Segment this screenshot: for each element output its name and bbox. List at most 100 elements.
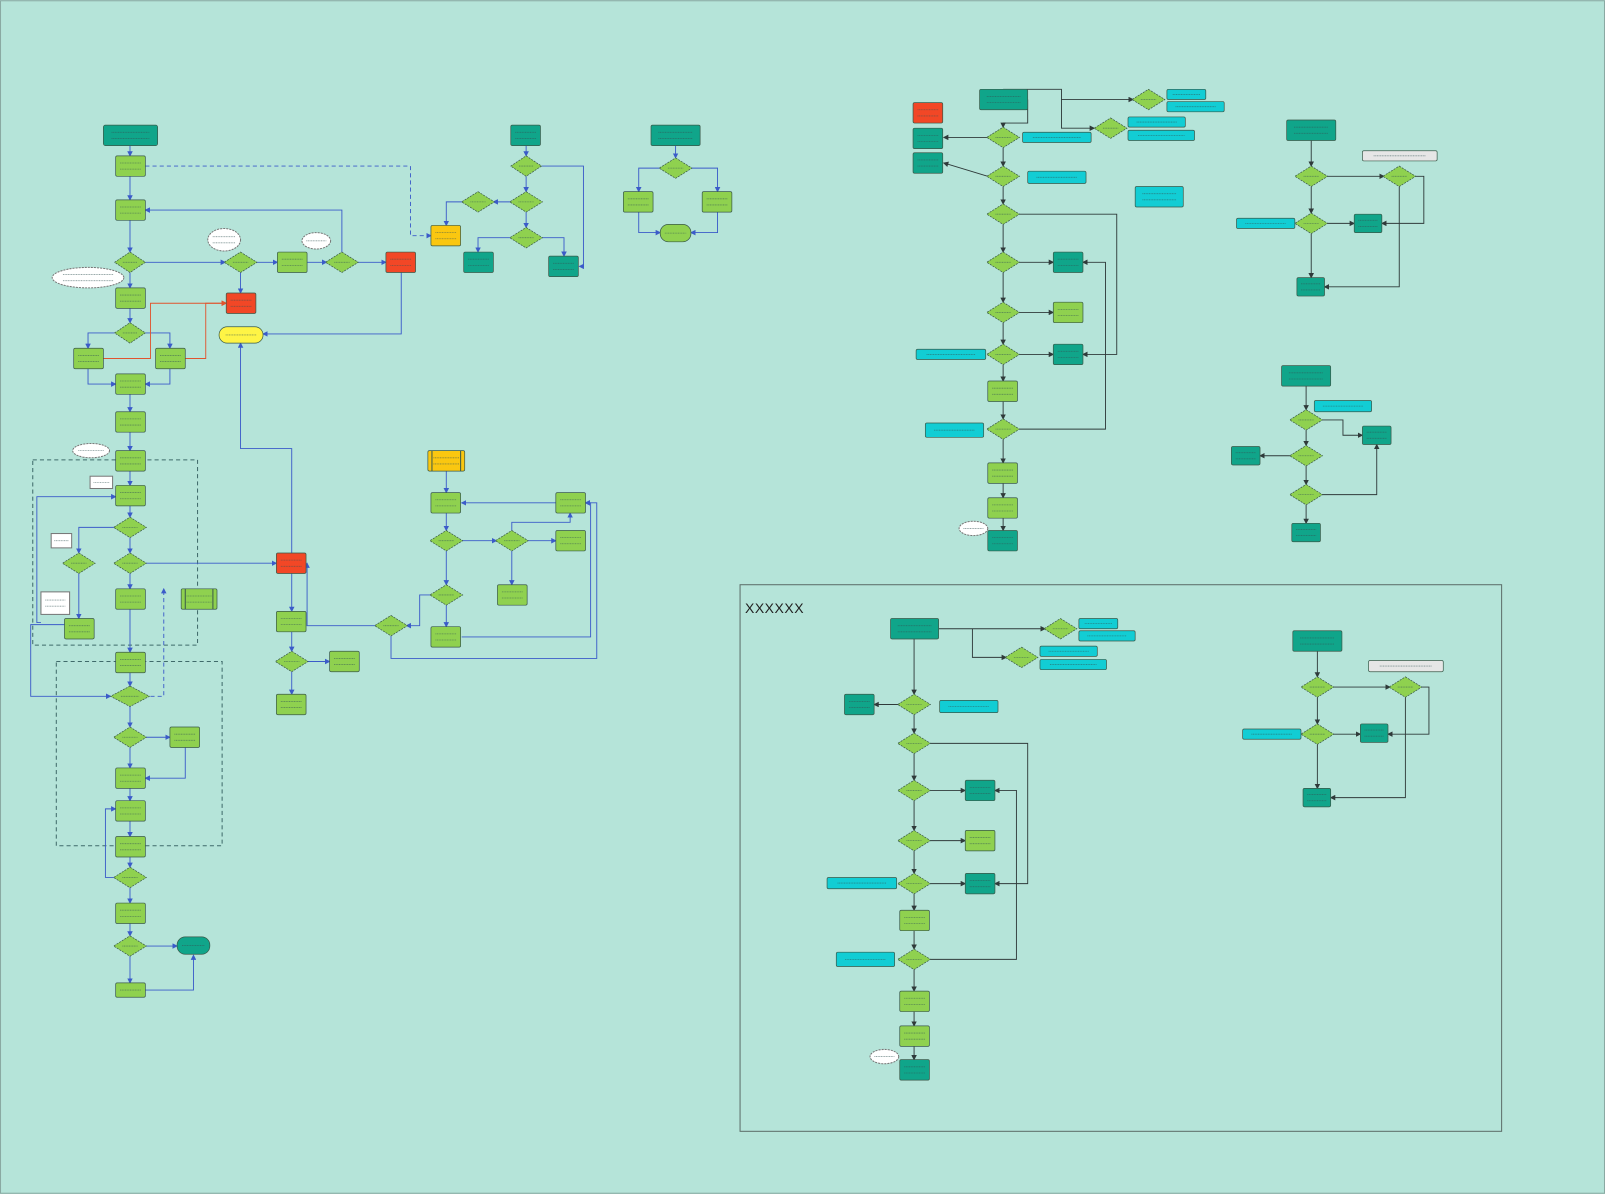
terminal-node[interactable] xyxy=(1291,522,1321,543)
decision-node[interactable] xyxy=(460,191,496,213)
decision-node[interactable] xyxy=(1300,723,1335,745)
process-node[interactable] xyxy=(73,347,104,370)
decision-node[interactable] xyxy=(1388,676,1423,698)
connector-arrow[interactable] xyxy=(690,212,719,236)
connector-arrow[interactable] xyxy=(929,742,1029,887)
decision-node[interactable] xyxy=(1131,88,1166,111)
terminal-node[interactable] xyxy=(890,618,939,640)
process-node[interactable] xyxy=(964,830,996,852)
connector-arrow[interactable] xyxy=(942,161,988,177)
decision-node[interactable] xyxy=(658,157,693,179)
terminal-node[interactable] xyxy=(1231,446,1261,466)
connector-arrow[interactable] xyxy=(30,624,112,700)
connector-arrow[interactable] xyxy=(145,165,432,239)
terminal-node[interactable] xyxy=(1292,630,1343,652)
comment-bubble[interactable] xyxy=(51,266,125,289)
decision-node[interactable] xyxy=(112,552,148,574)
terminal-node[interactable] xyxy=(463,251,494,273)
note-box[interactable] xyxy=(826,877,898,890)
connector-arrow[interactable] xyxy=(1321,419,1364,439)
process-node[interactable] xyxy=(899,909,930,932)
decision-node[interactable] xyxy=(1043,618,1078,640)
connector-arrow[interactable] xyxy=(185,300,228,359)
terminal-node[interactable] xyxy=(1052,343,1084,366)
comment-bubble[interactable] xyxy=(207,227,242,252)
decision-node[interactable] xyxy=(274,650,309,673)
connector-arrow[interactable] xyxy=(144,368,171,387)
terminal-node[interactable] xyxy=(912,152,944,174)
process-node[interactable] xyxy=(115,767,146,789)
terminal-node[interactable] xyxy=(1353,213,1383,233)
process-node[interactable] xyxy=(115,450,146,472)
decision-node[interactable] xyxy=(1093,117,1128,139)
connector-arrow[interactable] xyxy=(103,300,228,359)
process-node[interactable] xyxy=(277,251,308,273)
process-node[interactable] xyxy=(115,836,146,858)
connector-arrow[interactable] xyxy=(237,342,293,553)
terminal-node[interactable] xyxy=(964,873,996,895)
decision-node[interactable] xyxy=(986,203,1021,225)
connector-arrow[interactable] xyxy=(405,594,431,629)
connector-arrow[interactable] xyxy=(1003,88,1135,103)
terminal-node[interactable] xyxy=(1362,425,1392,445)
connector-arrow[interactable] xyxy=(85,332,115,350)
note-box-gray[interactable] xyxy=(1368,660,1444,673)
decision-node[interactable] xyxy=(61,552,96,574)
connector-arrow[interactable] xyxy=(638,212,662,236)
process-node[interactable] xyxy=(115,287,146,309)
process-node[interactable] xyxy=(115,902,146,924)
process-node[interactable] xyxy=(115,800,146,822)
process-node[interactable] xyxy=(115,155,146,177)
terminal-node[interactable] xyxy=(964,779,996,802)
decision-node[interactable] xyxy=(429,584,464,606)
connector-arrow[interactable] xyxy=(144,747,186,781)
decision-node[interactable] xyxy=(112,866,148,889)
decision-node[interactable] xyxy=(897,779,932,802)
decision-node[interactable] xyxy=(1004,646,1039,669)
process-node[interactable] xyxy=(555,492,586,514)
decision-node[interactable] xyxy=(1289,483,1324,506)
note-box[interactable] xyxy=(1022,131,1092,143)
process-node[interactable] xyxy=(555,530,586,552)
comment-box[interactable] xyxy=(40,591,71,615)
process-node[interactable] xyxy=(115,588,146,610)
process-node[interactable] xyxy=(115,411,146,433)
process-node[interactable] xyxy=(987,462,1018,484)
decision-node[interactable] xyxy=(223,251,258,273)
process-node[interactable] xyxy=(623,191,654,213)
decision-node[interactable] xyxy=(897,872,932,895)
decision-node[interactable] xyxy=(986,418,1021,440)
process-node[interactable] xyxy=(701,191,733,213)
connector-arrow[interactable] xyxy=(144,207,343,253)
decision-node[interactable] xyxy=(1382,165,1417,187)
terminal-node[interactable] xyxy=(1302,788,1332,808)
connector-arrow[interactable] xyxy=(1018,259,1106,430)
connector-arrow[interactable] xyxy=(511,512,573,531)
connector-arrow[interactable] xyxy=(475,237,511,253)
decision-node[interactable] xyxy=(986,126,1021,149)
alert-node[interactable] xyxy=(385,251,416,273)
process-node[interactable] xyxy=(430,626,461,648)
connector-arrow[interactable] xyxy=(87,368,117,387)
note-box[interactable] xyxy=(915,348,987,360)
process-node[interactable] xyxy=(1052,301,1084,324)
decision-node[interactable] xyxy=(897,948,932,971)
terminal-node[interactable] xyxy=(1360,723,1389,743)
connector-arrow[interactable] xyxy=(104,806,117,878)
connector-arrow[interactable] xyxy=(145,954,197,991)
decision-node[interactable] xyxy=(986,301,1021,324)
connector-arrow[interactable] xyxy=(36,493,117,624)
process-node[interactable] xyxy=(169,726,200,748)
connector-arrow[interactable] xyxy=(262,272,402,337)
decision-node[interactable] xyxy=(429,530,464,552)
note-box[interactable] xyxy=(1134,186,1184,208)
decision-node[interactable] xyxy=(509,227,544,249)
process-node[interactable] xyxy=(115,373,146,395)
comment-box[interactable] xyxy=(89,475,114,490)
process-node[interactable] xyxy=(430,492,461,514)
process-node[interactable] xyxy=(276,693,307,716)
process-node[interactable] xyxy=(155,347,186,370)
decision-node[interactable] xyxy=(986,251,1021,273)
connector-arrow[interactable] xyxy=(1000,99,1029,129)
